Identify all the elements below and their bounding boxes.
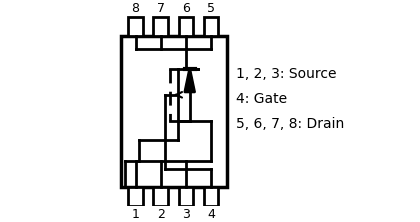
Polygon shape (185, 69, 194, 92)
Bar (129, 186, 143, 206)
Bar (153, 186, 168, 206)
Bar (178, 17, 193, 36)
Text: 3: 3 (182, 208, 190, 221)
Text: 2: 2 (157, 208, 165, 221)
Text: 4: 4 (207, 208, 215, 221)
Bar (178, 186, 193, 206)
Bar (129, 17, 143, 36)
Text: 1, 2, 3: Source: 1, 2, 3: Source (236, 67, 336, 81)
Bar (204, 186, 218, 206)
Text: 6: 6 (182, 2, 190, 15)
Text: 5, 6, 7, 8: Drain: 5, 6, 7, 8: Drain (236, 117, 344, 131)
Text: 4: Gate: 4: Gate (236, 92, 287, 106)
Text: 5: 5 (207, 2, 215, 15)
Text: 8: 8 (131, 2, 139, 15)
Text: 7: 7 (157, 2, 165, 15)
Text: 1: 1 (132, 208, 139, 221)
Bar (204, 17, 218, 36)
Bar (121, 36, 227, 186)
Bar (153, 17, 168, 36)
